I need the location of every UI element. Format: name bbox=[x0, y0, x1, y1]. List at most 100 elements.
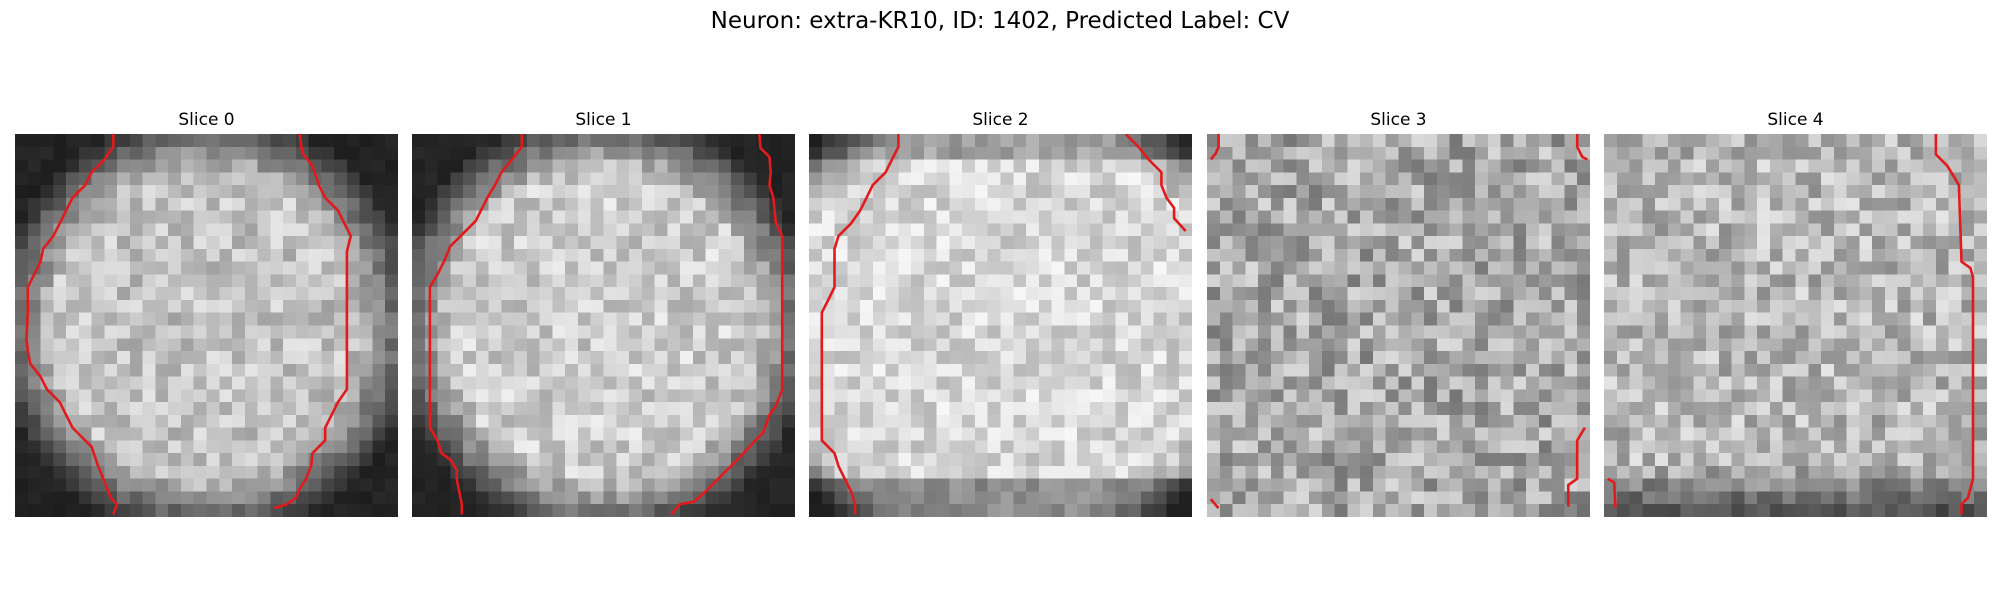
pixel bbox=[1385, 287, 1399, 301]
pixel bbox=[385, 312, 398, 326]
pixel bbox=[1077, 338, 1091, 352]
pixel bbox=[1013, 223, 1027, 237]
pixel bbox=[372, 287, 386, 301]
pixel bbox=[308, 465, 322, 480]
pixel bbox=[809, 402, 823, 416]
pixel bbox=[1538, 389, 1553, 403]
pixel bbox=[142, 210, 156, 224]
pixel bbox=[743, 210, 758, 224]
pixel bbox=[1309, 453, 1323, 467]
pixel bbox=[1411, 427, 1425, 441]
pixel bbox=[1270, 210, 1284, 224]
pixel bbox=[334, 236, 348, 250]
pixel bbox=[1102, 414, 1116, 429]
pixel bbox=[821, 197, 835, 211]
pixel bbox=[692, 478, 707, 492]
pixel bbox=[1718, 274, 1733, 288]
pixel bbox=[1115, 134, 1129, 148]
pixel bbox=[1655, 197, 1669, 211]
pixel bbox=[1115, 299, 1129, 314]
pixel bbox=[603, 402, 617, 416]
pixel bbox=[1013, 159, 1027, 173]
pixel bbox=[1846, 172, 1860, 186]
pixel bbox=[1897, 299, 1911, 314]
pixel bbox=[1347, 146, 1361, 160]
pixel bbox=[962, 210, 976, 224]
pixel bbox=[526, 159, 541, 173]
pixel bbox=[1538, 465, 1553, 480]
pixel bbox=[1655, 427, 1669, 441]
pixel bbox=[206, 236, 220, 250]
pixel bbox=[1207, 197, 1221, 211]
pixel bbox=[168, 414, 182, 429]
pixel bbox=[1449, 287, 1463, 301]
pixel bbox=[731, 274, 745, 288]
pixel bbox=[769, 274, 783, 288]
pixel bbox=[654, 172, 668, 186]
pixel bbox=[1961, 312, 1975, 326]
pixel bbox=[667, 210, 681, 224]
pixel bbox=[53, 325, 67, 339]
pixel bbox=[1667, 478, 1681, 492]
pixel bbox=[1064, 210, 1078, 224]
pixel bbox=[680, 185, 694, 199]
pixel bbox=[168, 338, 182, 352]
pixel bbox=[1500, 223, 1514, 237]
pixel bbox=[616, 210, 630, 224]
pixel bbox=[117, 299, 131, 314]
pixel bbox=[756, 248, 770, 263]
pixel bbox=[1693, 274, 1707, 288]
pixel bbox=[1961, 504, 1975, 517]
pixel bbox=[1140, 210, 1155, 224]
pixel bbox=[949, 389, 963, 403]
pixel bbox=[1526, 146, 1540, 160]
pixel bbox=[193, 236, 207, 250]
pixel bbox=[257, 478, 271, 492]
pixel bbox=[1642, 491, 1656, 505]
pixel bbox=[1551, 236, 1565, 250]
pixel bbox=[168, 465, 182, 480]
pixel bbox=[1693, 312, 1707, 326]
pixel bbox=[295, 427, 310, 441]
pixel bbox=[1179, 504, 1192, 517]
pixel bbox=[1026, 453, 1040, 467]
pixel bbox=[718, 453, 732, 467]
pixel bbox=[577, 427, 592, 441]
pixel bbox=[692, 299, 707, 314]
pixel bbox=[565, 223, 579, 237]
pixel bbox=[590, 248, 604, 263]
pixel bbox=[1923, 427, 1937, 441]
pixel bbox=[1526, 389, 1540, 403]
pixel bbox=[346, 210, 361, 224]
pixel bbox=[603, 299, 617, 314]
pixel bbox=[168, 325, 182, 339]
pixel bbox=[1538, 146, 1553, 160]
pixel bbox=[424, 465, 438, 480]
pixel bbox=[180, 478, 195, 492]
pixel bbox=[488, 491, 502, 505]
pixel bbox=[66, 389, 80, 403]
pixel bbox=[936, 261, 950, 275]
pixel bbox=[501, 172, 515, 186]
pixel bbox=[1500, 248, 1514, 263]
pixel bbox=[1077, 491, 1091, 505]
pixel bbox=[372, 172, 386, 186]
pixel bbox=[847, 453, 861, 467]
pixel bbox=[283, 312, 297, 326]
pixel bbox=[78, 351, 92, 365]
pixel bbox=[1487, 414, 1502, 429]
pixel bbox=[53, 414, 67, 429]
pixel bbox=[424, 210, 438, 224]
pixel bbox=[1487, 402, 1502, 416]
pixel bbox=[1680, 351, 1694, 365]
pixel bbox=[1769, 236, 1784, 250]
pixel bbox=[1577, 159, 1590, 173]
pixel bbox=[987, 248, 1001, 263]
pixel bbox=[769, 363, 783, 377]
pixel bbox=[1283, 287, 1297, 301]
pixel bbox=[1207, 389, 1221, 403]
pixel bbox=[1309, 440, 1323, 454]
pixel bbox=[1321, 223, 1336, 237]
pixel bbox=[1526, 236, 1540, 250]
pixel bbox=[898, 223, 912, 237]
